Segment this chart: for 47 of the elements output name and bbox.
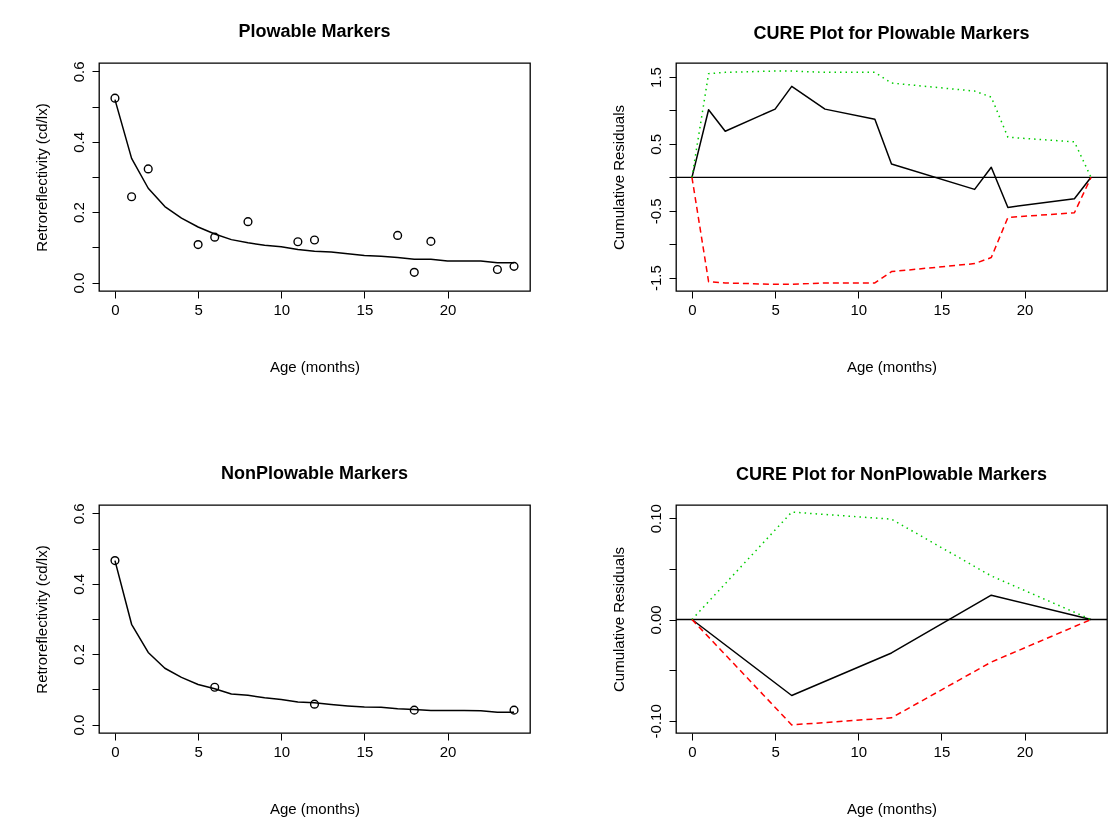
y-tick-label: -0.10	[646, 704, 664, 739]
y-tick-label: 0.6	[69, 61, 87, 83]
x-tick-label: 15	[933, 742, 951, 760]
x-tick-label: 0	[688, 742, 697, 760]
x-tick-label: 20	[439, 742, 457, 760]
y-tick-label: 0.2	[69, 202, 87, 224]
x-axis-title: Age (months)	[269, 357, 361, 375]
y-axis-title: Cumulative Residuals	[609, 546, 627, 693]
y-tick-label: 0.0	[69, 272, 87, 294]
x-tick-label: 15	[356, 742, 374, 760]
chart-title: NonPlowable Markers	[220, 463, 409, 484]
x-tick-label: 20	[439, 300, 457, 318]
y-tick-label: 0.0	[69, 714, 87, 736]
x-tick-label: 0	[688, 300, 697, 318]
y-tick-label: 0.5	[646, 133, 664, 155]
x-tick-label: 0	[111, 742, 120, 760]
x-tick-label: 15	[933, 300, 951, 318]
x-tick-label: 20	[1016, 742, 1034, 760]
x-tick-label: 5	[771, 742, 780, 760]
x-tick-label: 5	[771, 300, 780, 318]
y-tick-label: 0.00	[646, 605, 664, 635]
y-tick-label: 0.6	[69, 503, 87, 525]
y-tick-label: 0.10	[646, 504, 664, 534]
y-tick-label: 0.4	[69, 573, 87, 595]
x-tick-label: 10	[273, 742, 291, 760]
x-tick-label: 5	[194, 300, 203, 318]
x-tick-label: 10	[273, 300, 291, 318]
y-axis-title: Cumulative Residuals	[609, 104, 627, 251]
y-axis-title: Retroreflectivity (cd/lx)	[32, 103, 50, 252]
chart-title: Plowable Markers	[238, 21, 391, 42]
y-axis-title: Retroreflectivity (cd/lx)	[32, 545, 50, 694]
y-tick-label: 1.5	[646, 67, 664, 88]
chart-title: CURE Plot for NonPlowable Markers	[735, 463, 1048, 484]
chart-title: CURE Plot for Plowable Markers	[753, 23, 1030, 43]
x-axis-title: Age (months)	[846, 799, 938, 817]
x-tick-label: 5	[194, 742, 203, 760]
x-tick-label: 0	[111, 300, 120, 318]
x-tick-label: 15	[356, 300, 374, 318]
x-tick-label: 10	[850, 742, 868, 760]
x-axis-title: Age (months)	[269, 799, 361, 817]
y-tick-label: -1.5	[646, 265, 664, 292]
x-tick-label: 10	[850, 300, 868, 318]
y-tick-label: -0.5	[646, 198, 664, 225]
x-tick-label: 20	[1016, 300, 1034, 318]
y-tick-label: 0.2	[69, 644, 87, 666]
y-tick-label: 0.4	[69, 131, 87, 153]
x-axis-title: Age (months)	[846, 357, 938, 375]
